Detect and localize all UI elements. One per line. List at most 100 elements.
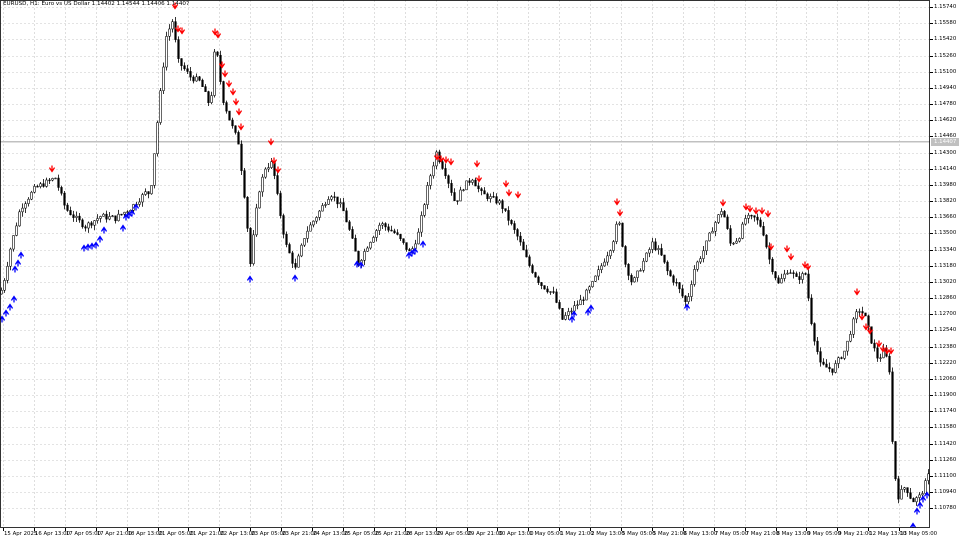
price-label: 1.14300 (934, 149, 957, 156)
candle (639, 268, 642, 272)
price-label: 1.13980 (934, 181, 957, 188)
candle (462, 188, 465, 192)
price-label: 1.15580 (934, 20, 957, 27)
candle (387, 223, 390, 233)
price-tick (930, 362, 933, 364)
candle (216, 51, 219, 57)
price-axis[interactable]: 1.15740 1.15580 1.15420 1.15260 1.15100 1.149… (930, 0, 960, 540)
price-label: 1.13180 (934, 262, 957, 269)
candle (159, 88, 162, 125)
buy-arrow-icon (406, 251, 412, 259)
candle (36, 184, 39, 188)
candle (714, 220, 717, 237)
candle (891, 367, 894, 444)
buy-arrow-icon (409, 249, 415, 257)
candle (507, 206, 510, 226)
buy-arrow-icon (585, 308, 591, 316)
candle (657, 245, 660, 255)
price-label: 1.14620 (934, 117, 957, 124)
candle (69, 206, 72, 216)
candle (840, 356, 843, 360)
candle (801, 271, 804, 284)
candle (606, 251, 609, 266)
price-tick (930, 233, 933, 235)
candle (492, 191, 495, 198)
time-tick (281, 528, 283, 531)
candle (489, 193, 492, 203)
candle (84, 224, 87, 232)
time-tick (775, 528, 777, 531)
price-tick (930, 201, 933, 203)
price-chart-plot[interactable] (0, 0, 930, 528)
candle (825, 359, 828, 368)
candle (372, 235, 375, 243)
buy-arrow-icon (920, 495, 926, 503)
candle (699, 256, 702, 265)
candle (738, 237, 741, 243)
candle (444, 163, 447, 179)
buy-arrow-icon (358, 261, 364, 269)
time-label: 25 Apr 21:00 (374, 531, 410, 537)
candle (570, 307, 573, 315)
buy-arrow-icon (910, 522, 916, 528)
candle-series (0, 17, 930, 506)
plot-border (0, 0, 930, 528)
candle (651, 237, 654, 253)
price-tick (930, 87, 933, 89)
time-axis[interactable]: 15 Apr 2025 16 Apr 13:00 17 Apr 05:00 17 Ap… (0, 528, 937, 540)
candle (597, 265, 600, 281)
time-tick (868, 528, 870, 531)
candle (909, 488, 912, 500)
candle (264, 167, 267, 179)
time-label: 24 Apr 13:00 (313, 531, 349, 537)
time-label: 21 Apr 05:00 (158, 531, 194, 537)
candle (483, 187, 486, 195)
candle (246, 196, 249, 232)
candle (156, 120, 159, 157)
candle (894, 441, 897, 481)
candle (165, 31, 168, 71)
candle (666, 260, 669, 276)
candle (888, 353, 891, 375)
candle (660, 243, 663, 256)
candle (336, 196, 339, 209)
candle (687, 292, 690, 305)
time-label: 23 Apr 05:00 (251, 531, 287, 537)
buy-arrow-icon (292, 274, 298, 282)
candle (45, 177, 48, 188)
candle (729, 225, 732, 246)
candle (843, 350, 846, 361)
price-label: 1.11740 (934, 408, 957, 415)
sell-arrow-icon (614, 198, 620, 206)
buy-arrow-icon (684, 303, 690, 311)
price-tick (930, 395, 933, 397)
candle (675, 278, 678, 287)
candle (327, 196, 330, 205)
candle (75, 211, 78, 222)
sell-arrow-icon (226, 80, 232, 88)
candle (864, 312, 867, 317)
candle (504, 208, 507, 213)
candle (201, 78, 204, 87)
buy-arrow-icon (123, 213, 129, 221)
candle (609, 249, 612, 259)
candle (219, 50, 222, 85)
sell-arrow-icon (768, 243, 774, 251)
candle (696, 260, 699, 272)
candle (771, 257, 774, 275)
price-tick (930, 152, 933, 154)
candle (378, 222, 381, 236)
candle (783, 269, 786, 282)
sell-arrow-icon (788, 253, 794, 261)
candle (21, 203, 24, 217)
price-label: 1.11100 (934, 472, 957, 479)
candle (384, 222, 387, 231)
candle (303, 238, 306, 247)
sell-arrow-icon (175, 25, 181, 33)
candle (180, 58, 183, 71)
candle (339, 198, 342, 208)
time-tick (806, 528, 808, 531)
candle (450, 179, 453, 196)
candle (741, 221, 744, 240)
